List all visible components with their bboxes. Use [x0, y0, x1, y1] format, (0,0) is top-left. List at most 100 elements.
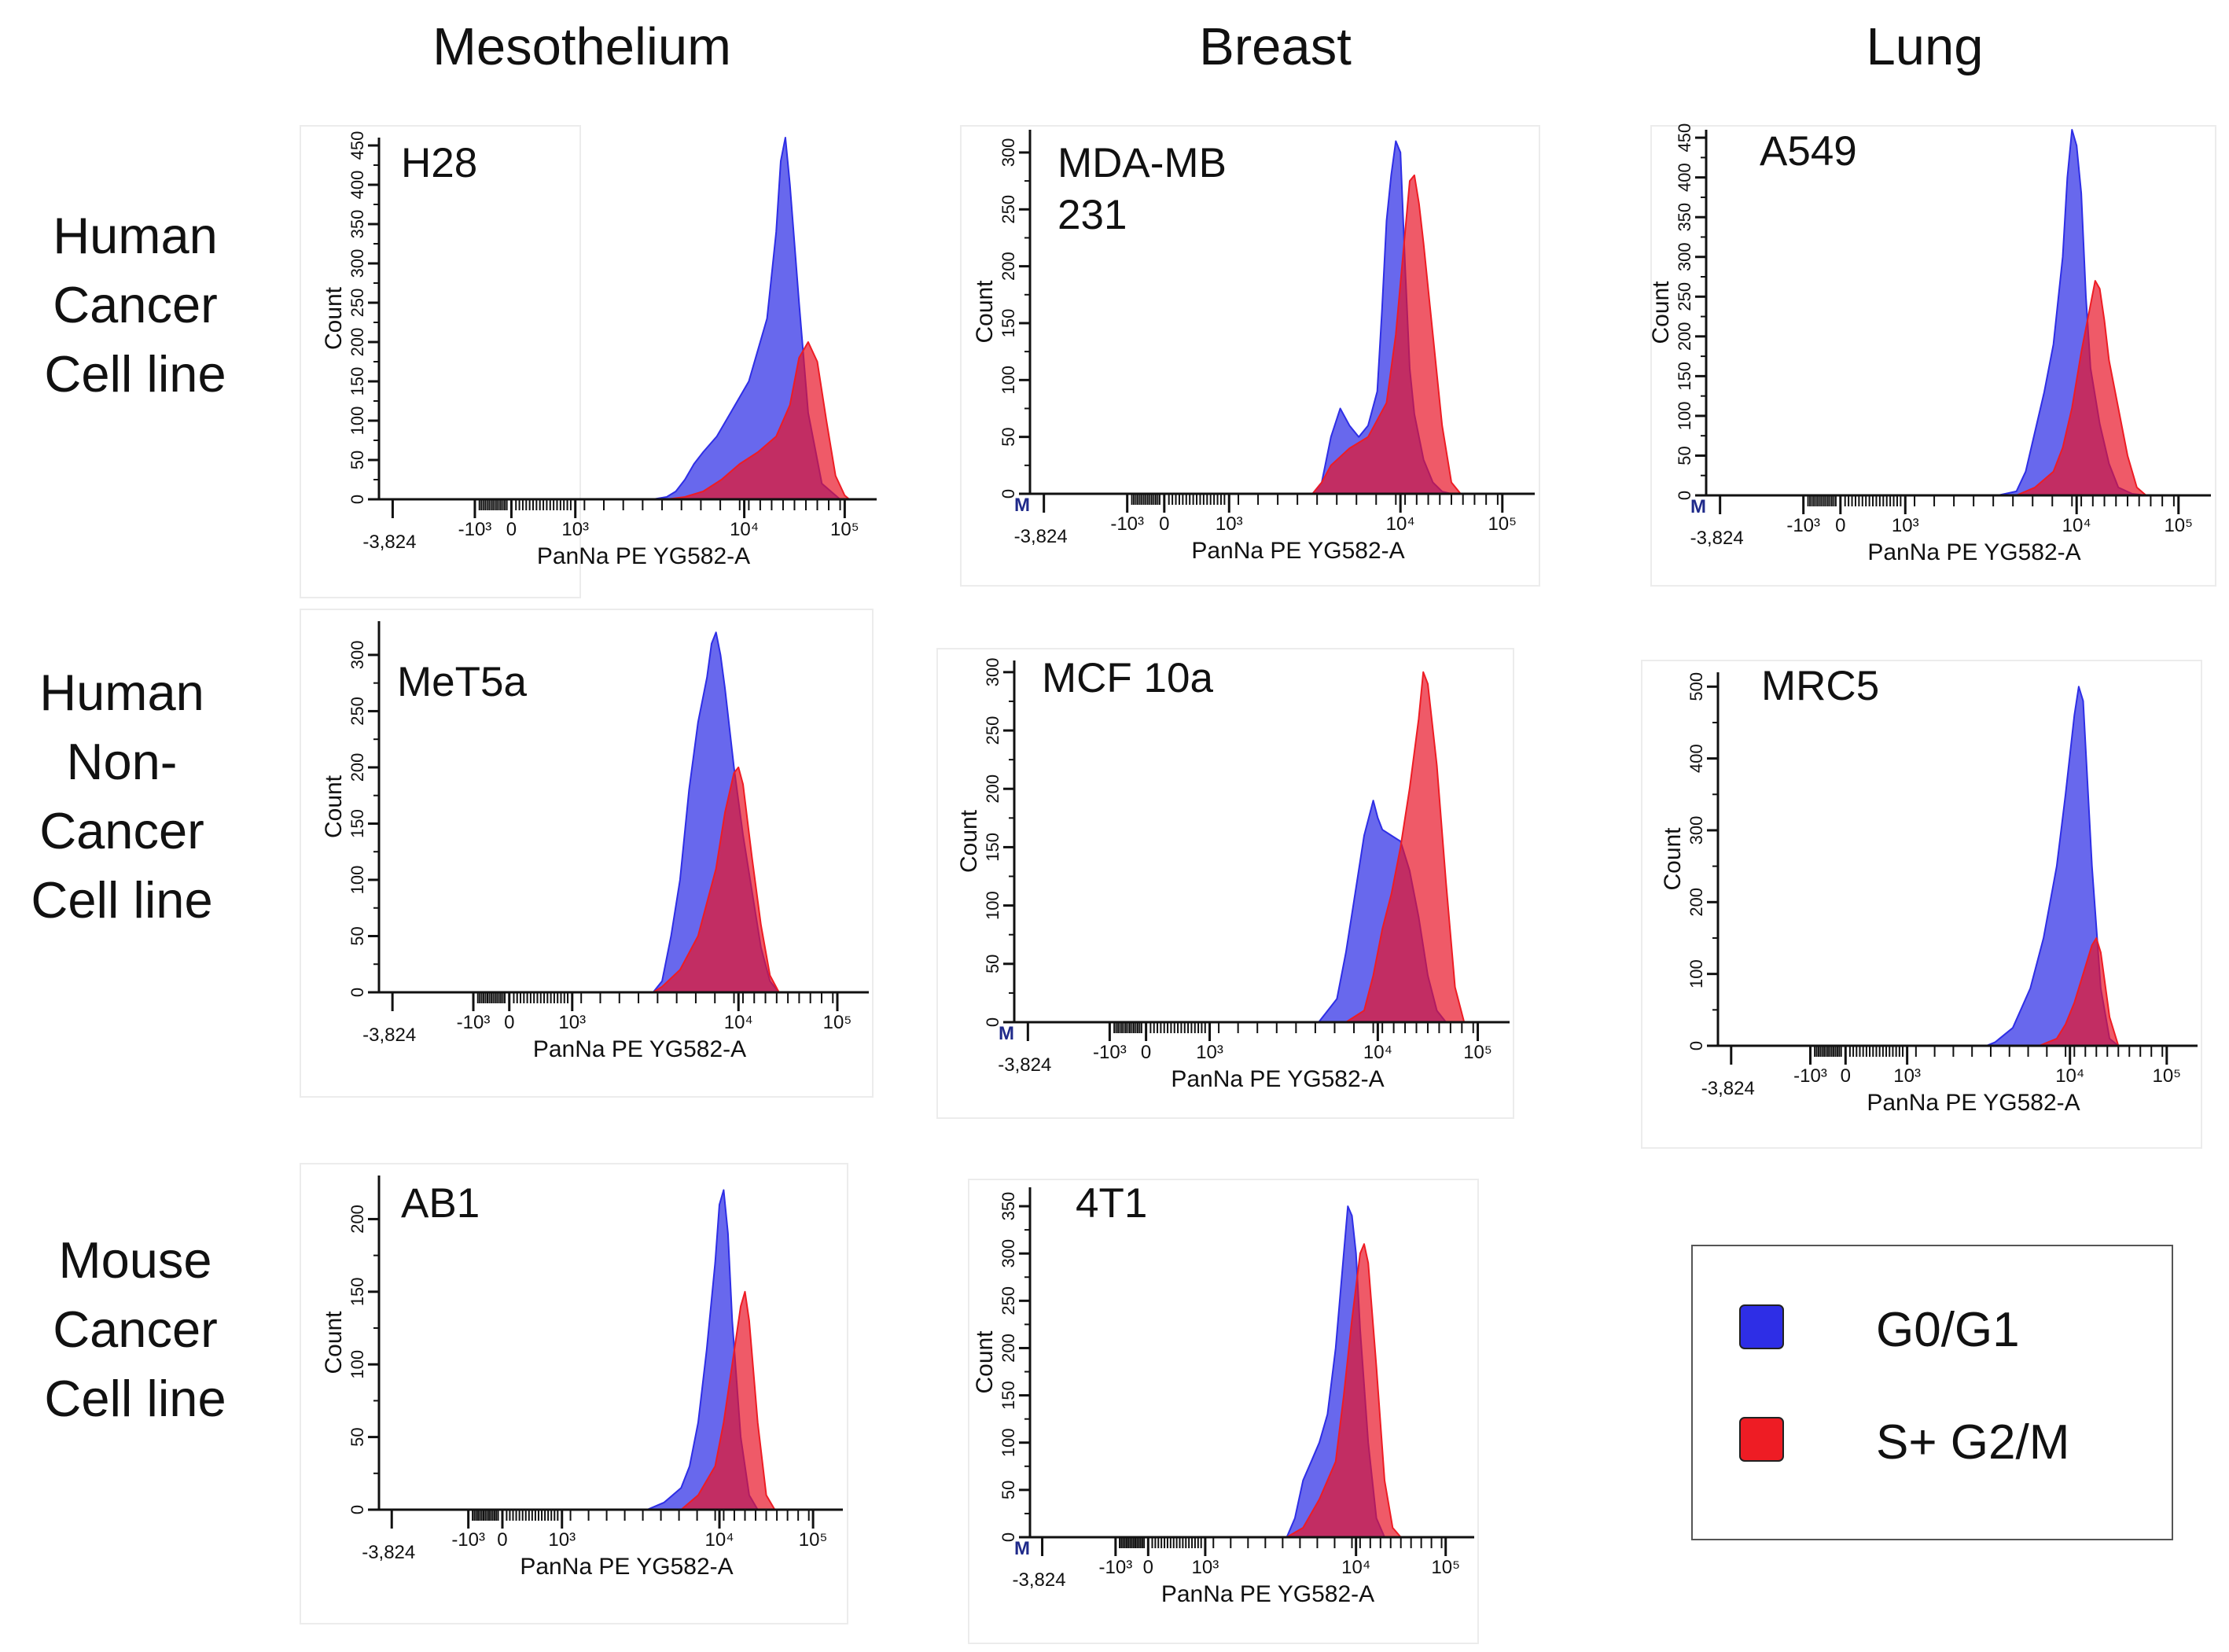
y-axis-label: Count: [956, 809, 982, 873]
x-tick-label: -10³: [1110, 513, 1144, 535]
row-title-line: Cell line: [44, 345, 226, 403]
x-tick-label: 10⁴: [730, 519, 759, 540]
x-tick-label: 10⁴: [2055, 1065, 2084, 1087]
y-tick-label: 200: [348, 328, 367, 357]
histogram-area-s-g2-m: [518, 1290, 776, 1510]
gate-marker: M: [1014, 495, 1030, 516]
y-tick-label: 300: [348, 249, 367, 278]
y-tick-label: 50: [348, 451, 367, 469]
y-tick-label: 300: [1686, 816, 1706, 845]
cell-line-label: MeT5a: [397, 659, 527, 705]
y-axis-label: Count: [1648, 281, 1674, 344]
row-title-line: Cancer: [39, 802, 204, 859]
x-tick-label: 10⁵: [1488, 513, 1517, 535]
y-tick-label: 350: [999, 1192, 1018, 1221]
row-title-line: Cell line: [44, 1370, 226, 1427]
gate-marker: M: [999, 1023, 1014, 1044]
legend-swatch-g0-g1: [1739, 1304, 1784, 1349]
x-tick-label: -3,824: [1013, 1569, 1066, 1591]
x-tick-label: 10⁵: [1431, 1557, 1460, 1578]
y-tick-label: 0: [983, 1017, 1002, 1027]
y-tick-label: 500: [1686, 672, 1706, 701]
panel-frame: [1641, 660, 2202, 1149]
cell-line-label: MCF 10a: [1042, 655, 1213, 701]
panel-frame: [300, 125, 581, 598]
x-axis-label: PanNa PE YG582-A: [1867, 1090, 2080, 1116]
cell-line-label: A549: [1760, 128, 1857, 175]
y-tick-label: 0: [999, 1532, 1018, 1542]
x-tick-label: 0: [1835, 515, 1845, 536]
row-title-human-non-cancer: Human Non- Cancer Cell line: [31, 664, 212, 929]
x-tick-label: 10³: [561, 519, 589, 540]
y-tick-label: 250: [999, 195, 1018, 224]
row-title-line: Cancer: [53, 276, 218, 333]
y-axis-label: Count: [321, 774, 347, 838]
y-tick-label: 250: [999, 1286, 1018, 1315]
histogram-area-s-g2-m: [1164, 1243, 1402, 1538]
y-tick-label: 0: [1675, 491, 1694, 500]
y-tick-label: 100: [1675, 402, 1694, 431]
x-tick-label: -10³: [1793, 1065, 1827, 1087]
y-tick-label: 300: [999, 138, 1018, 167]
y-axis-label: Count: [972, 1330, 998, 1394]
x-tick-label: 0: [506, 519, 517, 540]
y-tick-label: 150: [983, 833, 1002, 862]
histogram-panel-4t1: 0 50 100 150 200 250 300 350 Count -3,824 -10³ 0 10³…: [968, 1179, 1479, 1644]
x-tick-label: 0: [497, 1529, 507, 1551]
x-tick-label: 0: [1841, 1065, 1851, 1087]
y-tick-label: 450: [348, 131, 367, 160]
y-tick-label: 150: [999, 1381, 1018, 1410]
panel-frame: [968, 1179, 1479, 1644]
y-tick-label: 0: [348, 988, 367, 997]
y-tick-label: 0: [1686, 1041, 1706, 1050]
cell-line-label: AB1: [401, 1180, 480, 1227]
y-tick-label: 100: [999, 366, 1018, 395]
y-tick-label: 100: [348, 866, 367, 895]
y-tick-label: 150: [348, 1277, 367, 1306]
x-tick-label: -3,824: [362, 1025, 416, 1046]
row-title-line: Mouse: [58, 1231, 211, 1289]
x-tick-label: -10³: [457, 1012, 491, 1033]
y-tick-label: 50: [983, 955, 1002, 973]
histogram-panel-mda-mb-231: 0 50 100 150 200 250 300 Count -3,824 -10³ 0 10³ 10⁴…: [960, 125, 1540, 587]
histogram-panel-ab1: 0 50 100 150 200 Count -3,824 -10³ 0 10³ 10⁴ 10⁵ Pan…: [300, 1163, 848, 1624]
gate-marker: M: [1690, 496, 1706, 517]
x-tick-label: -3,824: [1701, 1078, 1755, 1099]
x-tick-label: 10⁴: [1341, 1557, 1370, 1578]
y-tick-label: 200: [348, 1205, 367, 1234]
y-tick-label: 200: [999, 1334, 1018, 1363]
y-tick-label: 200: [999, 252, 1018, 281]
x-axis-label: PanNa PE YG582-A: [537, 543, 750, 569]
x-axis-label: PanNa PE YG582-A: [1191, 538, 1404, 564]
x-tick-label: 0: [504, 1012, 514, 1033]
y-axis-label: Count: [321, 1311, 347, 1374]
y-tick-label: 250: [1675, 282, 1694, 311]
histogram-area-s-g2-m: [1858, 280, 2147, 496]
y-tick-label: 300: [999, 1239, 1018, 1268]
x-tick-label: 10³: [558, 1012, 586, 1033]
legend: G0/G1 S+ G2/M: [1691, 1245, 2173, 1540]
y-tick-label: 250: [348, 697, 367, 726]
panel-frame: [960, 125, 1540, 587]
x-tick-label: 0: [1143, 1557, 1153, 1578]
histogram-panel-a549: 0 50 100 150 200 250 300 350 400 450 Count -3,824 -1…: [1648, 123, 2216, 587]
x-tick-label: -3,824: [362, 532, 416, 553]
y-tick-label: 100: [999, 1428, 1018, 1457]
y-tick-label: 300: [348, 641, 367, 670]
legend-label-s-g2-m: S+ G2/M: [1876, 1415, 2069, 1470]
panel-frame: [1650, 125, 2216, 587]
x-tick-label: 10⁴: [1386, 513, 1415, 535]
x-tick-label: 10³: [1196, 1042, 1223, 1063]
cell-line-label: 231: [1057, 192, 1127, 238]
y-tick-label: 200: [1675, 322, 1694, 351]
row-title-line: Non-: [67, 733, 178, 790]
cell-line-label: H28: [401, 140, 477, 186]
x-tick-label: 10⁴: [1363, 1042, 1392, 1063]
x-tick-label: -3,824: [1690, 528, 1744, 549]
row-title-human-cancer: Human Cancer Cell line: [44, 207, 226, 403]
histogram-panel-h28: 0 50 100 150 200 250 300 350 400 450 Count -3,824 -1…: [300, 125, 877, 598]
x-tick-label: 0: [1159, 513, 1169, 535]
y-tick-label: 100: [1686, 959, 1706, 988]
histogram-area-s-g2-m: [1163, 671, 1466, 1023]
x-tick-label: -10³: [451, 1529, 485, 1551]
